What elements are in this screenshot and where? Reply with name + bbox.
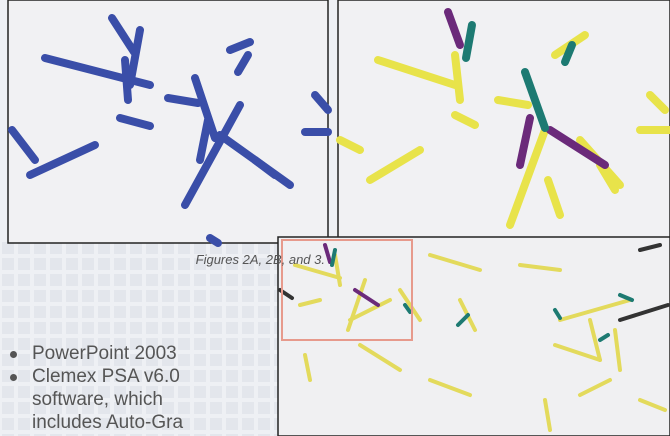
bullet-list: PowerPoint 2003 Clemex PSA v6.0 software… — [0, 342, 212, 434]
page: Figures 2A, 2B, and 3. PowerPoint 2003 C… — [0, 0, 670, 436]
bullet-item: Clemex PSA v6.0 software, which includes… — [32, 365, 212, 434]
figure-2b — [338, 0, 670, 240]
bullet-item: PowerPoint 2003 — [32, 342, 212, 365]
figure-2a — [8, 0, 328, 243]
figure-3 — [278, 237, 670, 436]
caption: Figures 2A, 2B, and 3. — [150, 252, 325, 267]
